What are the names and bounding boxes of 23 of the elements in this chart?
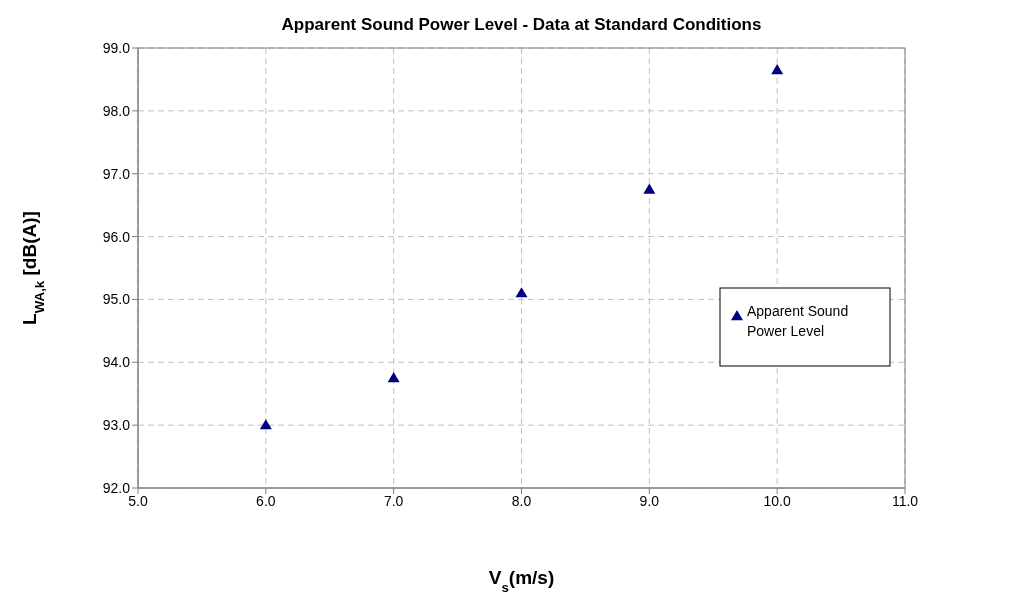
x-tick-label: 9.0: [639, 492, 660, 509]
legend-label: Apparent Sound Power Level: [747, 303, 849, 339]
y-tick-label: 96.0: [102, 228, 131, 245]
x-tick-label: 10.0: [763, 492, 791, 509]
y-tick-label: 98.0: [102, 102, 131, 119]
y-tick-label: 97.0: [102, 165, 131, 182]
y-tick-label: 94.0: [102, 354, 131, 371]
point: [771, 64, 784, 75]
point: [515, 287, 528, 298]
point: [643, 183, 656, 194]
x-tick-label: 6.0: [256, 492, 276, 509]
x-axis-title: V$_{s}$(m/s): [488, 567, 555, 595]
chart-title: Apparent Sound Power Level - Data at Standard Conditions: [281, 15, 762, 34]
point: [259, 419, 272, 430]
x-tick-label: 7.0: [383, 492, 404, 509]
x-tick-label: 5.0: [128, 492, 148, 509]
y-tick-label: 95.0: [102, 291, 131, 308]
x-tick-label: 8.0: [511, 492, 532, 509]
y-tick-label: 99.0: [102, 39, 131, 56]
y-tick-label: 93.0: [102, 417, 131, 434]
y-tick-label: 92.0: [102, 479, 131, 496]
point: [387, 372, 400, 383]
x-tick-label: 11.0: [891, 492, 919, 509]
